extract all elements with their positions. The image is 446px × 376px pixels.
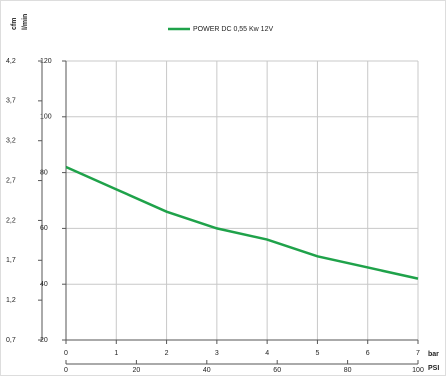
x-tick-label: 7 <box>416 350 420 357</box>
x-tick-label: 5 <box>315 350 319 357</box>
y-tick-label: 100 <box>40 114 52 121</box>
psi-tick-label: 80 <box>344 367 352 374</box>
legend-label: POWER DC 0,55 Kw 12V <box>193 26 273 33</box>
x-axis-title: bar <box>428 351 439 358</box>
x-tick-label: 2 <box>165 350 169 357</box>
y-tick-label: 40 <box>40 281 48 288</box>
y-tick-label: 60 <box>40 225 48 232</box>
cfm-tick-label: 4,2 <box>6 58 16 65</box>
psi-axis-title: PSI <box>428 365 439 372</box>
y-tick-label: 80 <box>40 169 48 176</box>
y-tick-label: 120 <box>40 58 52 65</box>
cfm-axis-title: cfm <box>11 18 18 30</box>
cfm-tick-label: 2,2 <box>6 217 16 224</box>
psi-tick-label: 60 <box>273 367 281 374</box>
x-tick-label: 3 <box>215 350 219 357</box>
y-axis-title: l/min <box>22 14 29 30</box>
cfm-tick-label: 3,7 <box>6 98 16 105</box>
cfm-tick-label: 3,2 <box>6 138 16 145</box>
x-tick-label: 1 <box>114 350 118 357</box>
cfm-tick-label: 2,7 <box>6 177 16 184</box>
psi-tick-label: 20 <box>133 367 141 374</box>
x-tick-label: 0 <box>64 350 68 357</box>
cfm-tick-label: 0,7 <box>6 337 16 344</box>
x-tick-label: 6 <box>366 350 370 357</box>
psi-tick-label: 100 <box>412 367 424 374</box>
psi-tick-label: 0 <box>64 367 68 374</box>
data-line <box>65 165 419 280</box>
x-tick-label: 4 <box>265 350 269 357</box>
psi-tick-label: 40 <box>203 367 211 374</box>
y-tick-label: 20 <box>40 337 48 344</box>
cfm-tick-label: 1,7 <box>6 257 16 264</box>
cfm-tick-label: 1,2 <box>6 297 16 304</box>
